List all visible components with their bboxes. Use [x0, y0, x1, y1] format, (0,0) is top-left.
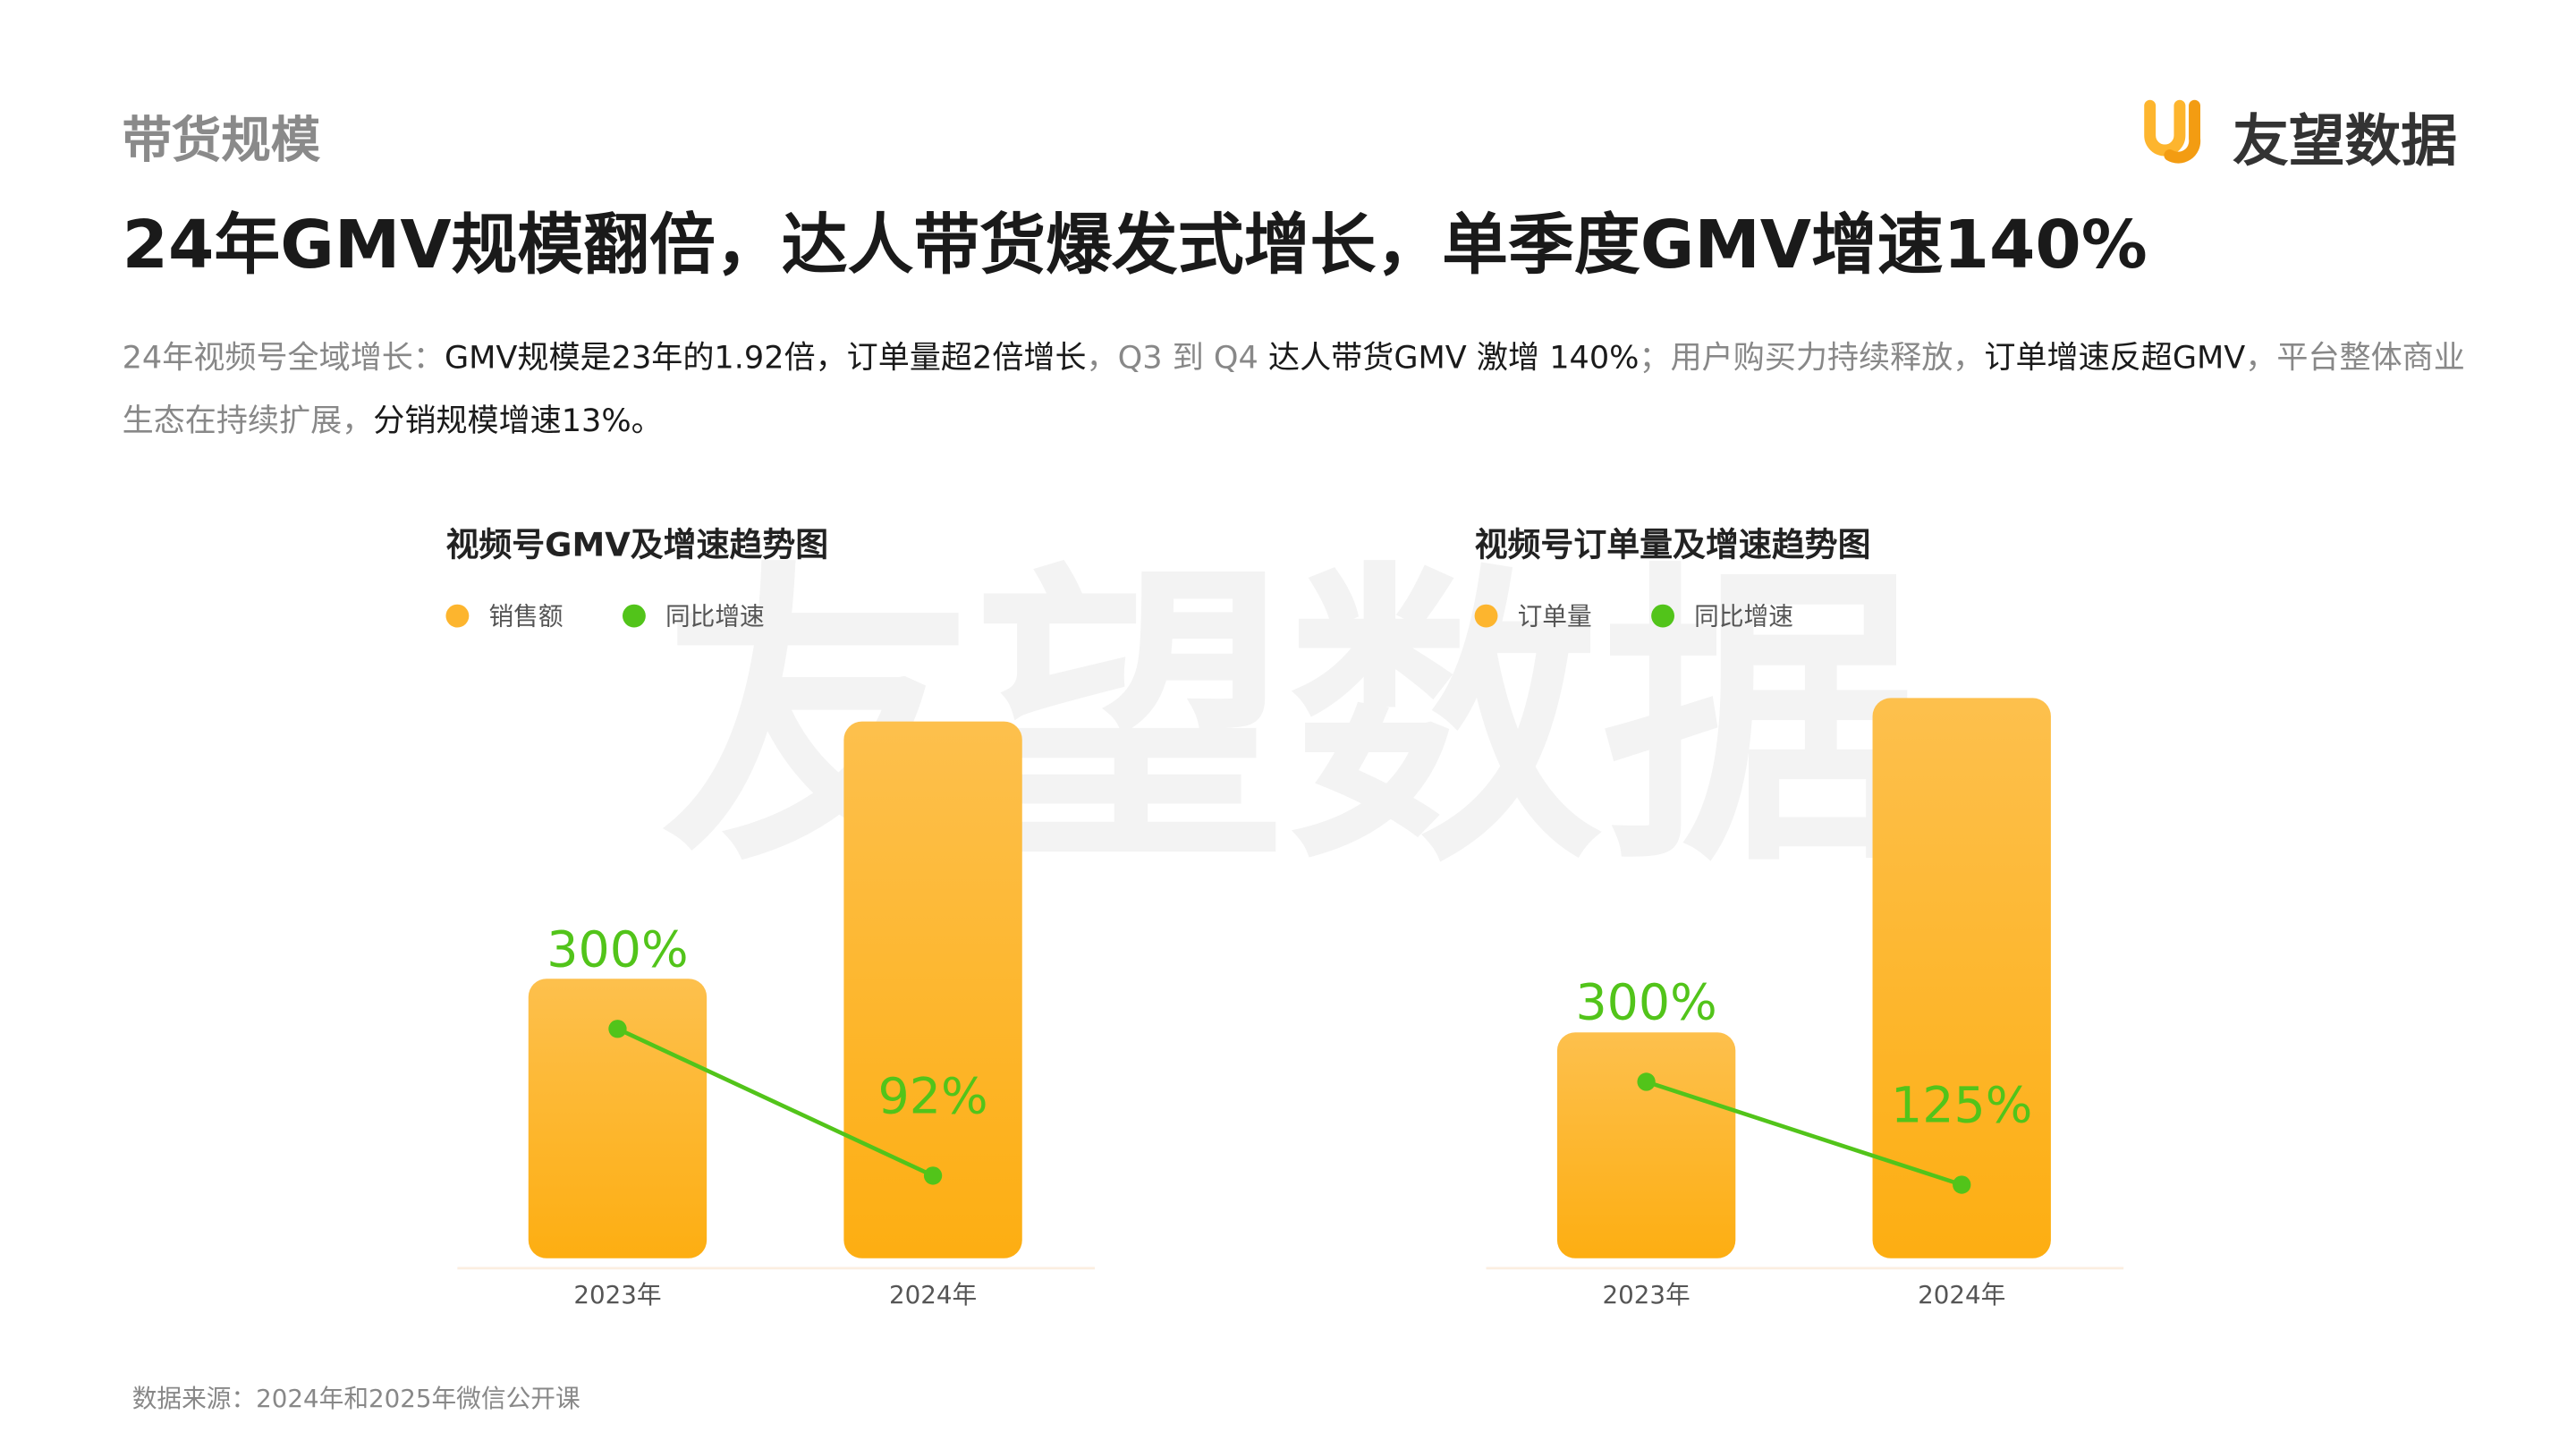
summary-segment: 分销规模增速13%。	[373, 402, 663, 440]
x-tick-label: 2023年	[573, 1280, 661, 1309]
summary-segment: 订单增速反超GMV	[1984, 340, 2246, 377]
x-tick-label: 2023年	[1603, 1280, 1690, 1309]
summary: 24年视频号全域增长：GMV规模是23年的1.92倍，订单量超2倍增长，Q3 到…	[123, 327, 2484, 453]
growth-point	[608, 1020, 627, 1038]
growth-label: 92%	[878, 1069, 988, 1126]
growth-point	[1953, 1175, 1971, 1194]
title: 24年GMV规模翻倍，达人带货爆发式增长，单季度GMV增速140%	[122, 208, 2148, 284]
x-tick-label: 2024年	[889, 1280, 977, 1309]
summary-segment: 24年视频号全域增长：	[122, 340, 445, 377]
legend-label: 订单量	[1518, 601, 1592, 631]
chart-title: 视频号GMV及增速趋势图	[445, 526, 828, 564]
legend-label: 销售额	[488, 601, 563, 631]
section-label: 带货规模	[122, 112, 321, 171]
logo-icon	[2144, 99, 2201, 164]
bar	[1872, 698, 2051, 1258]
legend-label: 同比增速	[665, 601, 765, 631]
legend-label: 同比增速	[1694, 601, 1793, 631]
summary-segment: ，Q3 到 Q4	[1086, 340, 1269, 377]
source: 数据来源：2024年和2025年微信公开课	[131, 1384, 580, 1414]
legend-dot	[1651, 604, 1674, 628]
chart-title: 视频号订单量及增速趋势图	[1475, 526, 1871, 564]
growth-label: 300%	[547, 921, 688, 979]
growth-line	[1645, 1080, 1962, 1187]
growth-point	[1637, 1072, 1656, 1091]
summary-segment: 达人带货GMV 激增 140%	[1268, 340, 1640, 377]
legend-dot	[622, 604, 646, 628]
bar	[843, 721, 1022, 1258]
growth-line	[616, 1027, 935, 1178]
summary-segment: ；用户购买力持续释放，	[1639, 340, 1985, 377]
growth-point	[923, 1166, 943, 1185]
growth-label: 300%	[1575, 975, 1716, 1032]
bar	[1556, 1032, 1736, 1258]
summary-segment: ，平台整体商业生态在持续扩展，	[122, 340, 2465, 440]
x-tick-label: 2024年	[1918, 1280, 2005, 1309]
growth-label: 125%	[1891, 1078, 2032, 1135]
legend-dot	[1474, 604, 1498, 628]
brand: 友望数据	[2232, 108, 2458, 175]
legend-dot	[445, 604, 470, 628]
summary-segment: GMV规模是23年的1.92倍，订单量超2倍增长	[444, 340, 1087, 377]
